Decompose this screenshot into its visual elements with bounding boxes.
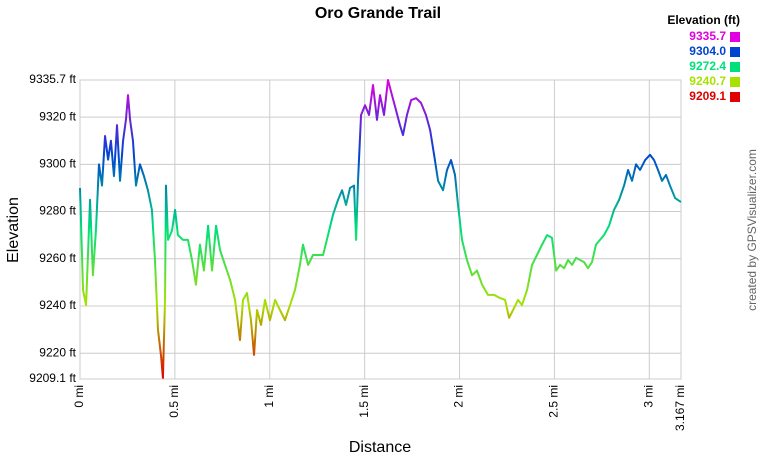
legend-label: 9240.7 [689,74,726,88]
y-tick-label: 9220 ft [39,345,76,359]
legend-swatch [730,92,740,102]
y-tick-label: 9335.7 ft [29,72,76,86]
y-tick-label: 9280 ft [39,204,76,218]
legend-label: 9272.4 [689,59,726,73]
x-tick-label: 1.5 mi [357,385,371,418]
y-tick-label: 9260 ft [39,251,76,265]
y-tick-label: 9240 ft [39,298,76,312]
x-tick-label: 2.5 mi [547,385,561,418]
chart-title: Oro Grande Trail [315,5,441,22]
y-tick-label: 9209.1 ft [29,371,76,385]
x-axis-label: Distance [349,439,411,456]
x-tick-label: 3 mi [641,385,655,408]
legend-label: 9209.1 [689,89,726,103]
y-tick-label: 9320 ft [39,109,76,123]
legend-label: 9335.7 [689,29,726,43]
x-tick-label: 3.167 mi [673,385,687,431]
legend-swatch [730,62,740,72]
y-axis-label: Elevation [5,197,22,263]
legend-swatch [730,32,740,42]
x-tick-label: 0.5 mi [167,385,181,418]
legend-title: Elevation (ft) [667,13,740,27]
credit: created by GPSVisualizer.com [745,149,759,311]
x-tick-label: 0 mi [72,385,86,408]
plot-area [79,79,682,380]
legend-swatch [730,77,740,87]
y-tick-label: 9300 ft [39,156,76,170]
legend-swatch [730,47,740,57]
legend-label: 9304.0 [689,44,726,58]
x-tick-label: 2 mi [452,385,466,408]
elevation-line [79,79,682,379]
x-tick-label: 1 mi [262,385,276,408]
